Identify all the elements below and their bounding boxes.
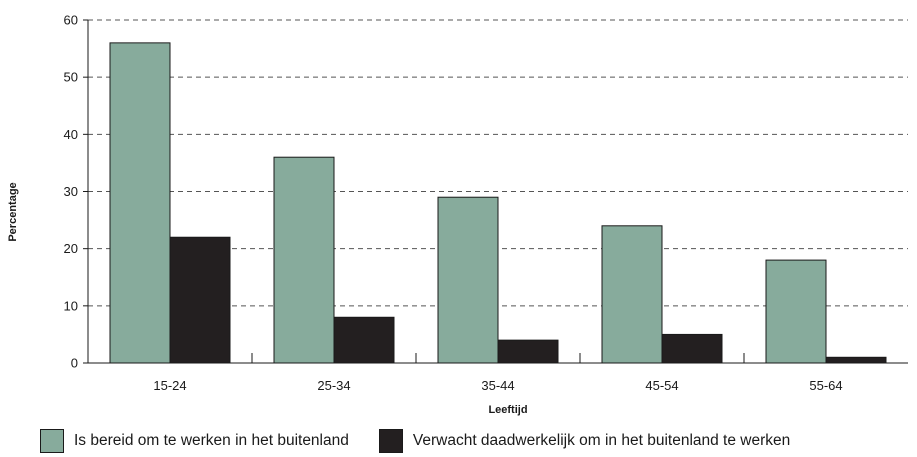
bar-willing-45-54 <box>601 225 663 364</box>
bar-willing-25-34 <box>273 156 335 364</box>
y-tick-label-10: 10 <box>64 298 78 313</box>
legend-item-willing: Is bereid om te werken in het buitenland <box>40 429 349 453</box>
y-tick-label-20: 20 <box>64 241 78 256</box>
bar-willing-35-44 <box>437 196 499 364</box>
legend-swatch-expects <box>378 429 403 453</box>
legend: Is bereid om te werken in het buitenland… <box>40 428 820 454</box>
legend-swatch-willing <box>40 429 64 453</box>
y-tick-label-50: 50 <box>64 70 78 85</box>
bar-expects-55-64 <box>825 356 887 364</box>
x-tick-label-25-34: 25-34 <box>317 378 350 393</box>
bars <box>109 42 887 364</box>
y-axis-title: Percentage <box>7 182 19 241</box>
x-axis-title: Leeftijd <box>488 404 527 416</box>
y-tick-label-30: 30 <box>64 184 78 199</box>
bar-expects-25-34 <box>333 316 395 364</box>
legend-label-expects: Verwacht daadwerkelijk om in het buitenl… <box>412 432 791 449</box>
y-tick-label-40: 40 <box>64 127 78 142</box>
bar-willing-55-64 <box>765 259 827 364</box>
legend-label-willing: Is bereid om te werken in het buitenland <box>74 432 349 449</box>
y-tick-label-0: 0 <box>71 356 78 371</box>
bar-expects-45-54 <box>661 333 723 364</box>
x-tick-label-35-44: 35-44 <box>481 378 514 393</box>
x-tick-label-55-64: 55-64 <box>809 378 842 393</box>
bar-expects-15-24 <box>169 236 231 364</box>
tick-labels: 0 10 20 30 40 50 60 15-24 25-34 35-44 45-54 55-64 <box>64 13 843 394</box>
y-tick-label-60: 60 <box>64 13 78 28</box>
x-tick-label-45-54: 45-54 <box>645 378 678 393</box>
bar-expects-35-44 <box>497 339 559 364</box>
legend-item-expects: Verwacht daadwerkelijk om in het buitenl… <box>378 429 791 453</box>
bar-willing-15-24 <box>109 42 171 364</box>
x-tick-label-15-24: 15-24 <box>153 378 186 393</box>
